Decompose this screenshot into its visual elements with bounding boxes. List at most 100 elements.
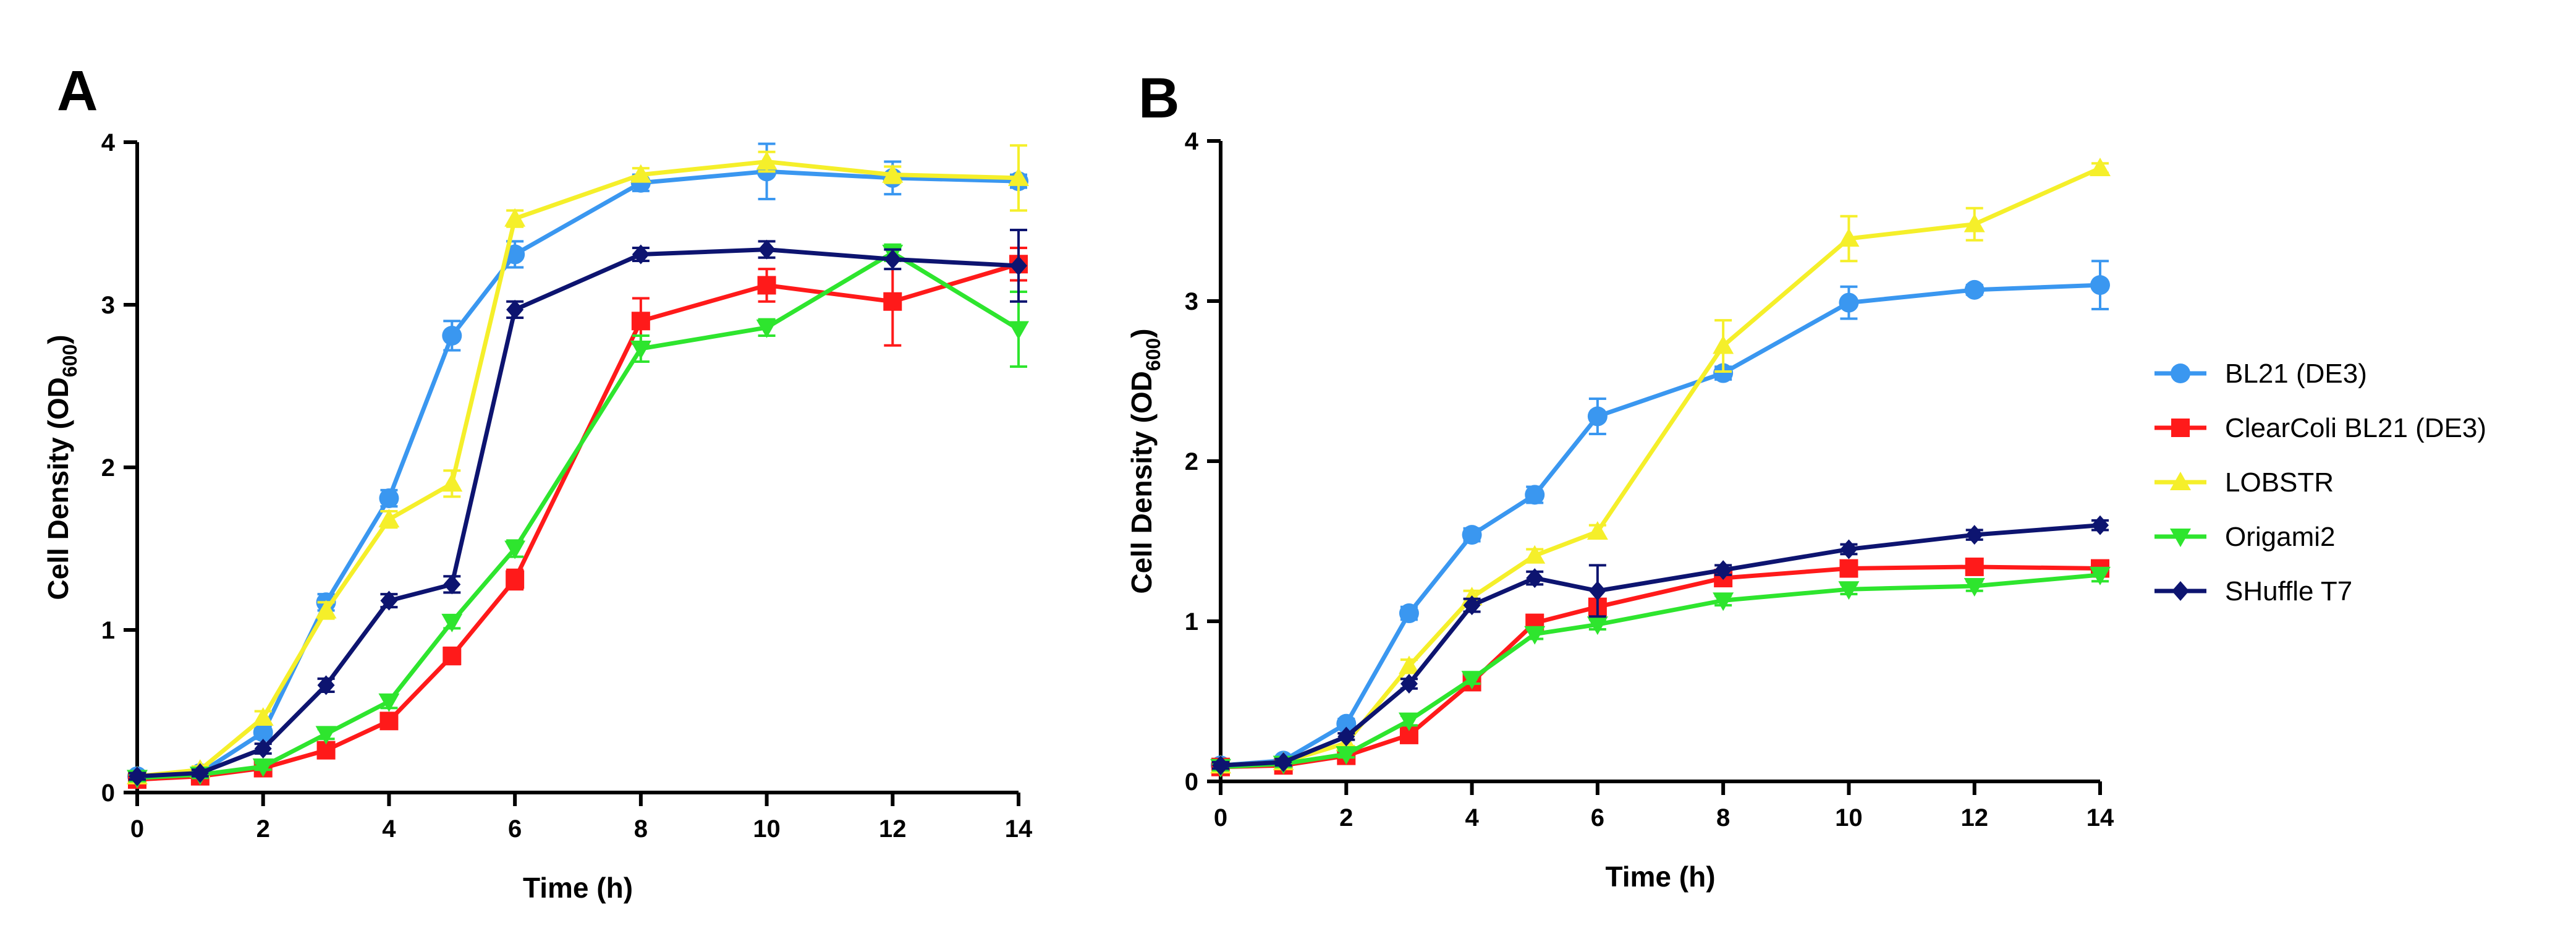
data-point xyxy=(1587,406,1608,427)
panel-a-x-tick-label: 12 xyxy=(879,815,907,843)
data-point xyxy=(1839,292,1859,313)
panel-b-x-tick-label: 12 xyxy=(1960,804,1988,831)
panel-b-y-tick-label: 4 xyxy=(1185,128,1199,155)
data-point xyxy=(1008,167,1029,186)
data-point xyxy=(504,208,526,227)
data-point xyxy=(1838,581,1860,600)
panel-b-series-0 xyxy=(1211,260,2110,776)
data-point xyxy=(443,647,462,666)
data-point xyxy=(1524,626,1546,645)
data-point xyxy=(191,763,209,783)
series-line xyxy=(137,261,1019,782)
panel-b-x-tick-label: 10 xyxy=(1835,804,1863,831)
series-line xyxy=(1220,283,2101,768)
legend-entry: ClearColi BL21 (DE3) xyxy=(2154,413,2486,443)
data-point xyxy=(252,758,274,777)
data-point xyxy=(882,164,904,183)
panel-b-x-tick-label: 6 xyxy=(1591,804,1604,831)
data-point xyxy=(883,292,902,311)
y-axis-title-close: ) xyxy=(1125,328,1158,338)
data-point xyxy=(2090,566,2111,585)
data-point xyxy=(2091,515,2109,535)
data-point xyxy=(1964,279,1985,300)
data-point xyxy=(1462,525,1482,545)
data-point xyxy=(1839,559,1858,578)
y-axis-title-main: Cell Density (OD xyxy=(42,377,74,600)
panel-a-x-tick-label: 14 xyxy=(1005,815,1033,843)
data-point xyxy=(1398,655,1420,674)
data-point xyxy=(1587,616,1608,636)
panel-b-y-tick-label: 2 xyxy=(1185,448,1198,475)
data-point xyxy=(253,722,273,742)
panel-b-series-2 xyxy=(1210,158,2111,774)
data-point xyxy=(1526,568,1544,589)
data-point xyxy=(1840,539,1858,559)
data-point xyxy=(254,738,272,759)
legend-entry: Origami2 xyxy=(2154,522,2336,552)
legend-label: LOBSTR xyxy=(2225,467,2334,498)
legend-swatch-marker xyxy=(2171,419,2190,437)
data-point xyxy=(504,540,526,559)
panel-b-series-4 xyxy=(1212,515,2109,776)
data-point xyxy=(1587,521,1608,540)
data-point xyxy=(1965,525,1983,545)
data-point xyxy=(1399,603,1419,624)
data-point xyxy=(317,675,335,695)
panel-a-label: A xyxy=(57,59,98,122)
panel-b-y-axis-title: Cell Density (OD600) xyxy=(1125,328,1164,593)
data-point xyxy=(1525,485,1545,505)
data-point xyxy=(378,693,400,712)
data-point xyxy=(505,244,525,265)
panel-b-y-tick-label: 3 xyxy=(1185,288,1198,315)
panel-a-x-axis-title: Time (h) xyxy=(523,872,633,904)
data-point xyxy=(1400,674,1418,694)
data-point xyxy=(1713,335,1734,354)
data-point xyxy=(442,325,462,346)
data-point xyxy=(1964,578,1985,597)
data-point xyxy=(506,299,524,320)
series-line xyxy=(1220,166,2101,768)
data-point xyxy=(1524,545,1546,564)
legend-entry: BL21 (DE3) xyxy=(2154,359,2367,389)
data-point xyxy=(1336,746,1357,765)
data-point xyxy=(443,574,461,595)
panel-a-y-tick-label: 4 xyxy=(101,129,116,156)
data-point xyxy=(1461,671,1483,690)
data-point xyxy=(756,319,777,338)
legend-entry: LOBSTR xyxy=(2154,467,2334,498)
data-point xyxy=(1336,713,1357,734)
panel-b-x-tick-label: 2 xyxy=(1339,804,1353,831)
legend-label: BL21 (DE3) xyxy=(2225,359,2367,389)
data-point xyxy=(1463,595,1481,616)
data-point xyxy=(1713,363,1734,383)
data-point xyxy=(1713,592,1734,611)
legend-swatch-marker xyxy=(2171,363,2190,383)
data-point xyxy=(252,707,274,726)
panel-a-x-tick-label: 2 xyxy=(256,815,270,843)
panel-b-x-axis-title: Time (h) xyxy=(1605,861,1715,893)
panel-b-x-tick-label: 14 xyxy=(2087,804,2114,831)
legend-label: Origami2 xyxy=(2225,522,2336,552)
panel-b-x-tick-label: 4 xyxy=(1465,804,1479,831)
data-point xyxy=(506,570,525,589)
y-axis-title-main: Cell Density (OD xyxy=(1125,371,1158,593)
legend-swatch-marker xyxy=(2170,529,2191,547)
panel-a-x-tick-label: 10 xyxy=(753,815,781,843)
panel-b-y-tick-label: 1 xyxy=(1185,608,1198,636)
panel-a-y-axis-title: Cell Density (OD600) xyxy=(42,334,81,600)
panel-a-y-tick-label: 0 xyxy=(101,780,115,807)
panel-a-y-tick-label: 1 xyxy=(101,617,115,644)
panel-a-x-tick-label: 0 xyxy=(130,815,144,843)
legend-label: SHuffle T7 xyxy=(2225,576,2352,606)
data-point xyxy=(379,712,399,731)
panel-a-series-0 xyxy=(127,142,1028,786)
panel-a-x-tick-label: 8 xyxy=(634,815,648,843)
data-point xyxy=(2090,275,2110,295)
data-point xyxy=(441,473,463,492)
data-point xyxy=(1212,755,1229,776)
data-point xyxy=(758,239,776,260)
series-line xyxy=(137,159,1019,779)
data-point xyxy=(1010,255,1027,276)
